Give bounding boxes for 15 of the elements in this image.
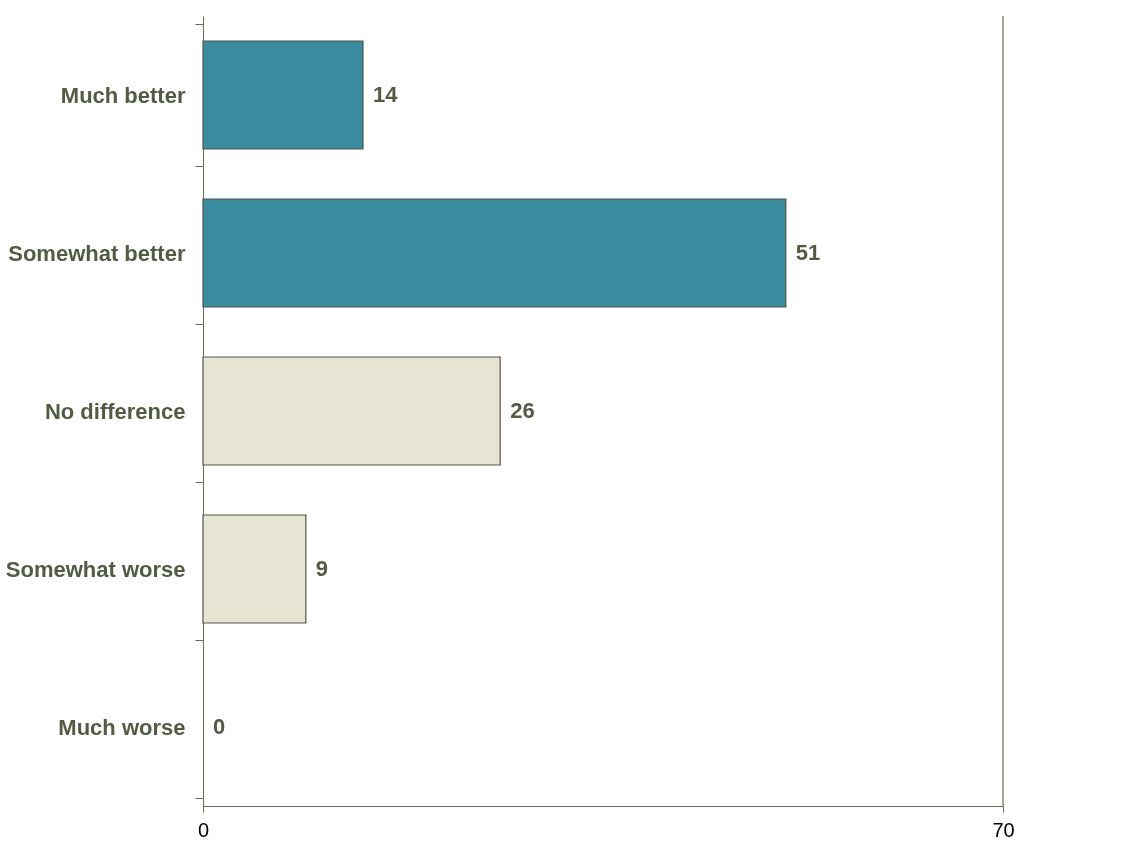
y-tick-label: Somewhat better	[8, 240, 186, 266]
data-label: 0	[213, 714, 226, 739]
y-tick-label: Somewhat worse	[5, 556, 186, 582]
bar	[202, 356, 501, 466]
bar	[202, 198, 787, 308]
data-label: 51	[795, 240, 821, 265]
bar	[202, 40, 364, 150]
y-tick-label: No difference	[44, 398, 186, 424]
y-tick-label: Much better	[60, 82, 186, 108]
y-tick-label: Much worse	[58, 714, 186, 740]
data-label: 14	[373, 82, 399, 107]
bar	[202, 514, 307, 624]
data-label: 26	[510, 398, 535, 423]
x-tick-label: 70	[992, 818, 1015, 841]
data-label: 9	[315, 556, 329, 581]
